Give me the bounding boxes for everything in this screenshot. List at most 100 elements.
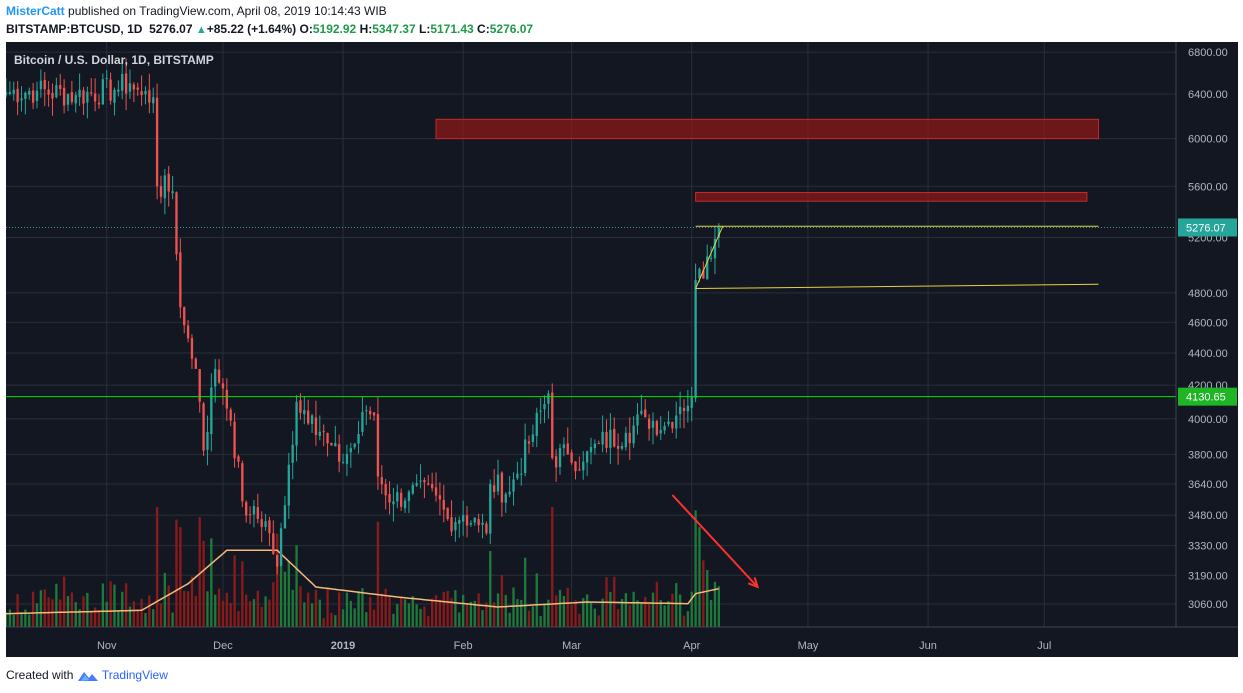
candle-body [194, 358, 197, 369]
tradingview-logo-icon[interactable] [77, 669, 99, 683]
candle-body [512, 479, 515, 492]
volume-bar [520, 599, 523, 627]
candle-body [330, 442, 333, 446]
volume-bar [8, 609, 12, 627]
volume-bar [469, 601, 473, 627]
candle-body [132, 84, 136, 90]
volume-bar [597, 615, 600, 627]
volume-bar [512, 587, 515, 627]
volume-bar [543, 604, 546, 627]
volume-bar [454, 590, 457, 627]
candle-body [171, 191, 174, 194]
price-axis[interactable]: 6800.006400.006000.005600.005200.004800.… [1175, 42, 1238, 657]
candle-body [152, 97, 155, 104]
price-chart[interactable]: 6800.006400.006000.005600.005200.004800.… [4, 42, 1238, 658]
volume-bar [144, 613, 147, 627]
volume-bar [322, 618, 325, 627]
volume-bar [109, 581, 112, 627]
volume-bar [318, 599, 321, 627]
candle-body [709, 257, 713, 259]
candle-body [272, 533, 275, 554]
candle-body [39, 80, 43, 90]
author-name[interactable]: MisterCatt [6, 4, 65, 18]
volume-bar [450, 598, 453, 627]
created-with-label: Created with [6, 668, 74, 682]
candle-body [434, 487, 438, 496]
volume-bar [4, 612, 8, 627]
candle-body [489, 484, 492, 534]
volume-bar [601, 598, 604, 627]
candle-body [268, 520, 271, 534]
volume-bar [492, 602, 496, 627]
volume-bar [140, 598, 143, 627]
volume-bar [264, 596, 267, 627]
volume-bar [465, 603, 469, 627]
volume-bar [252, 599, 256, 627]
candle-body [361, 411, 364, 433]
candle-body [35, 90, 39, 101]
candle-body [217, 369, 221, 383]
volume-bar [372, 609, 376, 627]
candle-body [628, 432, 631, 444]
candle-body [423, 479, 426, 483]
candle-body [655, 421, 659, 435]
volume-bar [589, 601, 593, 627]
candle-body [663, 425, 666, 431]
volume-bar [698, 527, 701, 627]
price-axis-bg [1176, 42, 1238, 657]
candle-body [307, 410, 310, 424]
candle-body [183, 307, 186, 326]
chart-legend-title: Bitcoin / U.S. Dollar, 1D, BITSTAMP [14, 53, 214, 67]
candle-body [419, 480, 422, 482]
candle-body [4, 91, 8, 96]
candle-body [341, 461, 345, 463]
volume-bar [640, 603, 643, 627]
candle-body [504, 494, 507, 503]
candle-body [47, 89, 50, 95]
candle-body [415, 482, 418, 486]
candle-body [310, 415, 314, 424]
triangle-up-icon: ▲ [195, 24, 207, 36]
candle-body [543, 404, 546, 410]
volume-bar [407, 603, 411, 627]
open-label: O: [299, 22, 313, 36]
volume-bar [194, 595, 197, 627]
volume-bar [694, 510, 697, 627]
time-tick-label: Mar [562, 640, 581, 652]
volume-bar [70, 592, 74, 627]
low-value: 5171.43 [430, 22, 474, 36]
candle-body [365, 410, 368, 412]
resistance-zones[interactable] [435, 118, 1100, 202]
candle-body [492, 485, 496, 493]
price-tick-label: 4600.00 [1188, 317, 1228, 329]
tradingview-brand[interactable]: TradingView [101, 668, 168, 682]
candle-body [620, 446, 624, 449]
volume-bar [214, 594, 217, 627]
volume-bar [186, 591, 190, 627]
volume-arrow-head [747, 577, 760, 589]
price-tick-label: 6000.00 [1188, 134, 1228, 146]
volume-bar [105, 601, 108, 627]
chart-area[interactable]: 6800.00 6400.00 6000.00 5600.00 5200.00 4800.… [4, 42, 1238, 658]
candle-body [551, 392, 554, 458]
volume-bar [489, 551, 492, 627]
volume-bar [647, 603, 651, 627]
volume-bar [531, 606, 535, 627]
volume-bar [473, 600, 476, 627]
volume-bar [655, 581, 659, 627]
candle-body [609, 429, 612, 449]
candle-body [659, 430, 662, 434]
candle-body [461, 515, 465, 522]
volume-bar [20, 612, 23, 627]
time-tick-label: 2019 [331, 640, 355, 652]
drawings[interactable] [6, 225, 1176, 589]
time-axis[interactable]: Nov Dec 2019 Feb Mar Apr May Jun Jul [6, 626, 1238, 658]
volume-bar [500, 574, 504, 627]
candle-body [229, 409, 232, 421]
volume-bar [508, 612, 511, 627]
volume-bar [644, 596, 647, 627]
volume-bar [535, 573, 538, 627]
volume-bar [93, 607, 97, 627]
candle-body [686, 405, 690, 412]
volume-bar [423, 606, 426, 627]
